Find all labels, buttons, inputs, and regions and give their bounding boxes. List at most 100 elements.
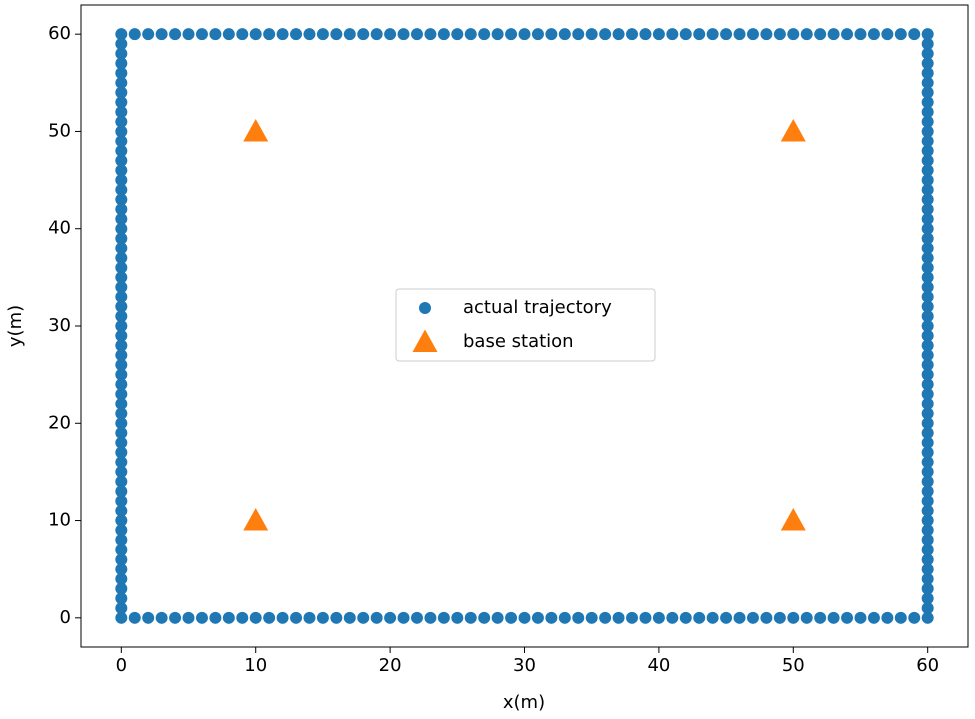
circle-marker: [921, 504, 934, 517]
x-tick-label: 60: [916, 655, 939, 676]
circle-marker: [921, 563, 934, 576]
circle-marker: [115, 329, 128, 342]
circle-marker: [115, 261, 128, 274]
circle-marker: [693, 611, 706, 624]
circle-marker: [841, 28, 854, 41]
circle-marker: [397, 611, 410, 624]
circle-marker: [921, 213, 934, 225]
circle-marker: [290, 611, 303, 624]
circle-marker: [464, 28, 477, 41]
circle-marker: [733, 611, 746, 624]
circle-marker: [921, 465, 934, 478]
circle-marker: [652, 611, 665, 624]
circle-marker: [908, 611, 921, 624]
circle-marker: [773, 28, 786, 41]
y-tick-label: 40: [48, 218, 71, 239]
circle-marker: [115, 543, 128, 556]
circle-marker: [921, 115, 934, 128]
circle-marker: [115, 456, 128, 469]
circle-marker: [854, 28, 867, 41]
legend-marker: [419, 302, 431, 314]
circle-marker: [115, 115, 128, 128]
circle-marker: [921, 164, 934, 177]
y-tick-label: 30: [48, 315, 71, 336]
circle-marker: [921, 135, 934, 148]
x-tick-label: 10: [244, 655, 267, 676]
circle-marker: [115, 300, 128, 313]
circle-marker: [639, 611, 652, 624]
circle-marker: [290, 28, 303, 41]
circle-marker: [921, 397, 934, 410]
circle-marker: [115, 417, 128, 430]
circle-marker: [760, 611, 773, 624]
circle-marker: [814, 28, 827, 41]
circle-marker: [115, 271, 128, 284]
circle-marker: [115, 514, 128, 527]
y-tick-label: 50: [48, 120, 71, 141]
series: [243, 118, 806, 531]
circle-marker: [921, 28, 934, 41]
circle-marker: [115, 388, 128, 401]
circle-marker: [545, 28, 558, 41]
circle-marker: [720, 28, 733, 41]
circle-marker: [115, 106, 128, 118]
circle-marker: [612, 611, 625, 624]
circle-marker: [437, 611, 450, 624]
circle-marker: [115, 222, 128, 235]
circle-marker: [316, 28, 329, 41]
circle-marker: [115, 47, 128, 60]
circle-marker: [115, 37, 128, 50]
circle-marker: [115, 203, 128, 216]
circle-marker: [921, 611, 934, 624]
circle-marker: [854, 611, 867, 624]
circle-marker: [115, 213, 128, 225]
triangle-marker: [780, 118, 806, 142]
circle-marker: [921, 602, 934, 615]
y-tick-label: 60: [48, 23, 71, 44]
circle-marker: [115, 76, 128, 89]
circle-marker: [881, 611, 894, 624]
circle-marker: [410, 28, 423, 41]
x-tick-label: 30: [513, 655, 536, 676]
circle-marker: [330, 611, 343, 624]
circle-marker: [115, 57, 128, 70]
circle-marker: [222, 28, 235, 41]
circle-marker: [263, 611, 276, 624]
circle-marker: [827, 611, 840, 624]
circle-marker: [115, 465, 128, 478]
circle-marker: [585, 611, 598, 624]
circle-marker: [841, 611, 854, 624]
circle-marker: [115, 96, 128, 109]
y-tick-label: 10: [48, 510, 71, 531]
circle-marker: [921, 524, 934, 537]
circle-marker: [921, 106, 934, 118]
x-tick-label: 50: [782, 655, 805, 676]
circle-marker: [921, 495, 934, 508]
circle-marker: [142, 611, 155, 624]
circle-marker: [115, 183, 128, 196]
circle-marker: [249, 28, 262, 41]
circle-marker: [115, 446, 128, 459]
circle-marker: [115, 135, 128, 148]
circle-marker: [746, 28, 759, 41]
circle-marker: [115, 592, 128, 605]
circle-marker: [343, 28, 356, 41]
circle-marker: [236, 611, 249, 624]
circle-marker: [276, 28, 289, 41]
circle-marker: [921, 582, 934, 595]
y-tick-label: 20: [48, 412, 71, 433]
circle-marker: [921, 592, 934, 605]
circle-marker: [464, 611, 477, 624]
circle-marker: [115, 125, 128, 138]
circle-marker: [195, 611, 208, 624]
circle-marker: [155, 28, 168, 41]
circle-marker: [921, 183, 934, 196]
circle-marker: [827, 28, 840, 41]
circle-marker: [921, 349, 934, 362]
circle-marker: [612, 28, 625, 41]
circle-marker: [626, 28, 639, 41]
circle-marker: [115, 251, 128, 264]
circle-marker: [921, 232, 934, 245]
circle-marker: [115, 242, 128, 255]
